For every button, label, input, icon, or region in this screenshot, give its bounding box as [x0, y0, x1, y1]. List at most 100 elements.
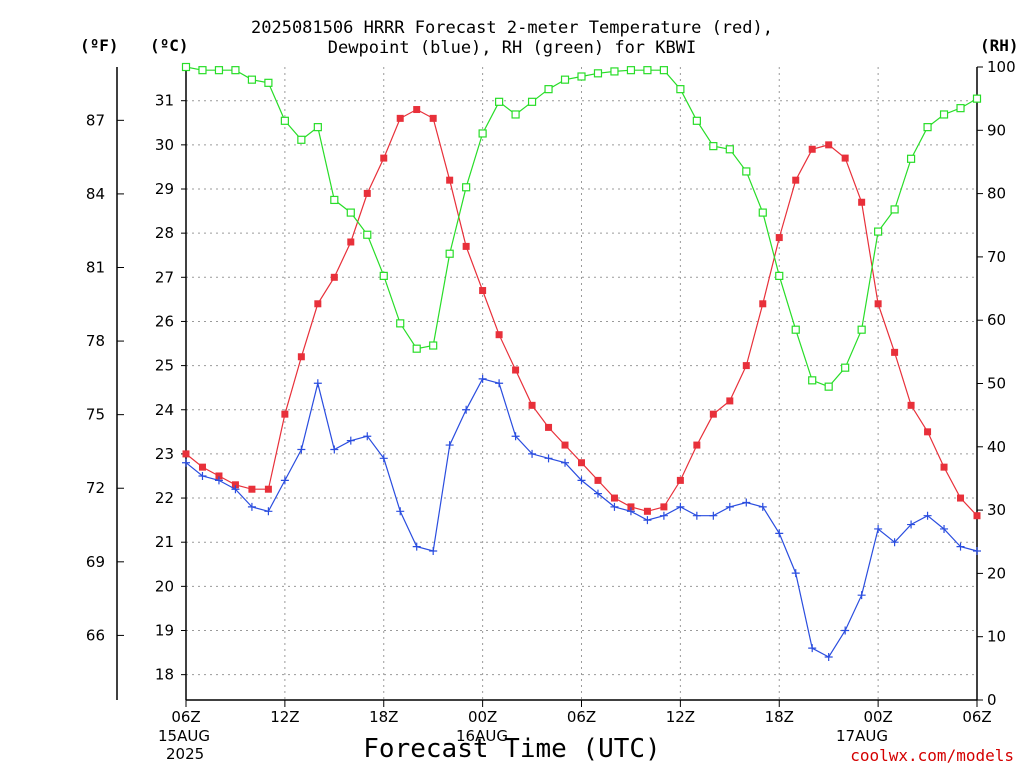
date-label-17aug: 17AUG [836, 727, 888, 745]
dewpoint-point [940, 524, 949, 533]
dewpoint-point [462, 405, 471, 414]
rh-point [297, 135, 306, 144]
rh-point [676, 85, 685, 94]
rh-point [313, 123, 322, 132]
temperature-point [545, 423, 553, 431]
dewpoint-point [610, 502, 619, 511]
rh-tick-label: 50 [987, 375, 1006, 393]
temperature-point [627, 503, 635, 511]
temperature-point [709, 410, 717, 418]
dewpoint-point [528, 449, 537, 458]
temperature-point [610, 494, 618, 502]
temperature-point [363, 189, 371, 197]
celsius-tick-label: 19 [155, 622, 174, 640]
fahrenheit-tick-label: 84 [86, 185, 105, 203]
dewpoint-point [725, 502, 734, 511]
rh-point [709, 142, 718, 151]
temperature-point [561, 441, 569, 449]
temperature-point [429, 114, 437, 122]
celsius-unit-label: (ºC) [150, 36, 189, 55]
date-label-16aug: 16AUG [456, 727, 508, 745]
celsius-tick-label: 25 [155, 357, 174, 375]
temperature-point [512, 366, 520, 374]
temperature-point [231, 481, 239, 489]
dewpoint-point [396, 507, 405, 516]
dewpoint-point [791, 569, 800, 578]
temperature-point [462, 242, 470, 250]
rh-point [396, 319, 405, 328]
rh-point [972, 94, 982, 103]
temperature-point [264, 485, 272, 493]
temperature-point [973, 512, 981, 520]
rh-point [264, 78, 273, 87]
temperature-point [182, 450, 190, 458]
rh-point [593, 69, 603, 78]
rh-point [808, 376, 817, 385]
rh-tick-label: 40 [987, 438, 1006, 456]
dewpoint-point [313, 379, 322, 388]
dewpoint-point [231, 485, 240, 494]
dewpoint-point [379, 454, 388, 463]
rh-point [626, 66, 636, 75]
dewpoint-point [956, 542, 965, 551]
dewpoint-point [874, 524, 883, 533]
x-tick-label: 06Z [567, 708, 596, 726]
rh-point [247, 75, 257, 84]
temperature-point [347, 238, 355, 246]
dewpoint-point [824, 652, 833, 661]
temperature-point [792, 176, 800, 184]
temperature-point [215, 472, 223, 480]
celsius-tick-label: 20 [155, 577, 174, 595]
celsius-tick-label: 31 [155, 92, 174, 110]
temperature-point [907, 401, 915, 409]
temperature-point [643, 507, 651, 515]
fahrenheit-unit-label: (ºF) [80, 36, 119, 55]
x-axis-title: Forecast Time (UTC) [363, 734, 661, 764]
dewpoint-point [577, 476, 586, 485]
dewpoint-point [346, 436, 355, 445]
rh-point [445, 249, 454, 258]
rh-point [379, 271, 388, 280]
rh-point [874, 227, 883, 236]
temperature-point [396, 114, 404, 122]
dewpoint-point [890, 538, 899, 547]
temperature-point [742, 362, 750, 370]
x-tick-label: 06Z [171, 708, 200, 726]
fahrenheit-tick-label: 72 [86, 479, 105, 497]
temperature-point [495, 331, 503, 339]
dewpoint-point [445, 441, 454, 450]
rh-point [956, 104, 965, 113]
x-tick-label: 18Z [765, 708, 794, 726]
dewpoint-point [973, 547, 981, 556]
temperature-point [446, 176, 454, 184]
x-tick-label: 12Z [270, 708, 299, 726]
temperature-point [594, 476, 602, 484]
rh-point [610, 67, 619, 76]
celsius-tick-label: 23 [155, 445, 174, 463]
rh-point [181, 62, 191, 72]
temperature-point [248, 485, 256, 493]
temperature-point [578, 459, 585, 467]
temperature-point [841, 154, 849, 162]
dewpoint-point [676, 502, 685, 511]
dewpoint-point [907, 520, 916, 529]
fahrenheit-tick-label: 81 [86, 258, 105, 276]
temperature-point [775, 234, 783, 242]
fahrenheit-tick-label: 66 [86, 626, 105, 644]
rh-point [495, 97, 504, 106]
celsius-tick-label: 22 [155, 489, 174, 507]
dewpoint-point [330, 445, 339, 454]
dewpoint-point [511, 432, 520, 441]
rh-point [692, 116, 701, 125]
rh-point [939, 110, 949, 119]
rh-point [429, 341, 438, 350]
rh-point [412, 344, 421, 353]
temperature-point [660, 503, 668, 511]
rh-point [659, 66, 668, 75]
dewpoint-point [857, 591, 866, 600]
temperature-point [693, 441, 701, 449]
rh-point [824, 382, 833, 391]
dewpoint-point [247, 502, 256, 511]
rh-point [527, 97, 537, 106]
